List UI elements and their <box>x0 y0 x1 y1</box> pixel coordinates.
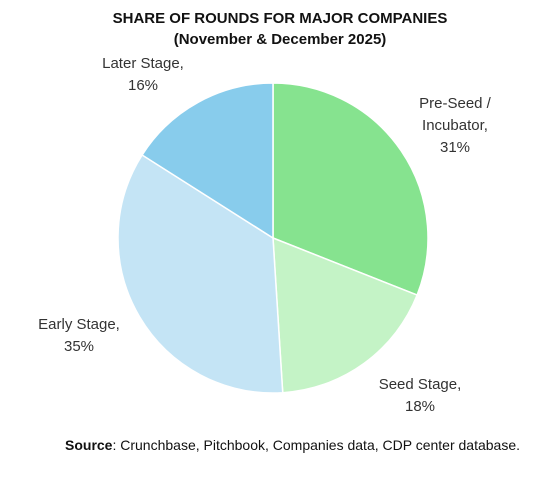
pie-slice-pre-seed-incubator <box>272 82 429 297</box>
slice-label-pre-seed-incubator: Pre-Seed / Incubator, 31% <box>419 95 492 156</box>
chart-title: SHARE OF ROUNDS FOR MAJOR COMPANIES <box>112 10 448 27</box>
slice-label-later-stage: Later Stage, 16% <box>102 55 184 94</box>
pie-slice-later-stage <box>141 82 274 240</box>
pie-slice-early-stage <box>117 153 284 394</box>
chart-subtitle: (November & December 2025) <box>173 31 387 48</box>
source-note: Source: Crunchbase, Pitchbook, Companies… <box>65 435 535 455</box>
pie-slice-seed-stage <box>272 236 419 394</box>
source-text: : Crunchbase, Pitchbook, Companies data,… <box>112 437 520 453</box>
slice-label-early-stage: Early Stage, 35% <box>38 316 120 355</box>
source-label: Source <box>65 437 113 453</box>
slice-label-seed-stage: Seed Stage, 18% <box>379 376 462 415</box>
